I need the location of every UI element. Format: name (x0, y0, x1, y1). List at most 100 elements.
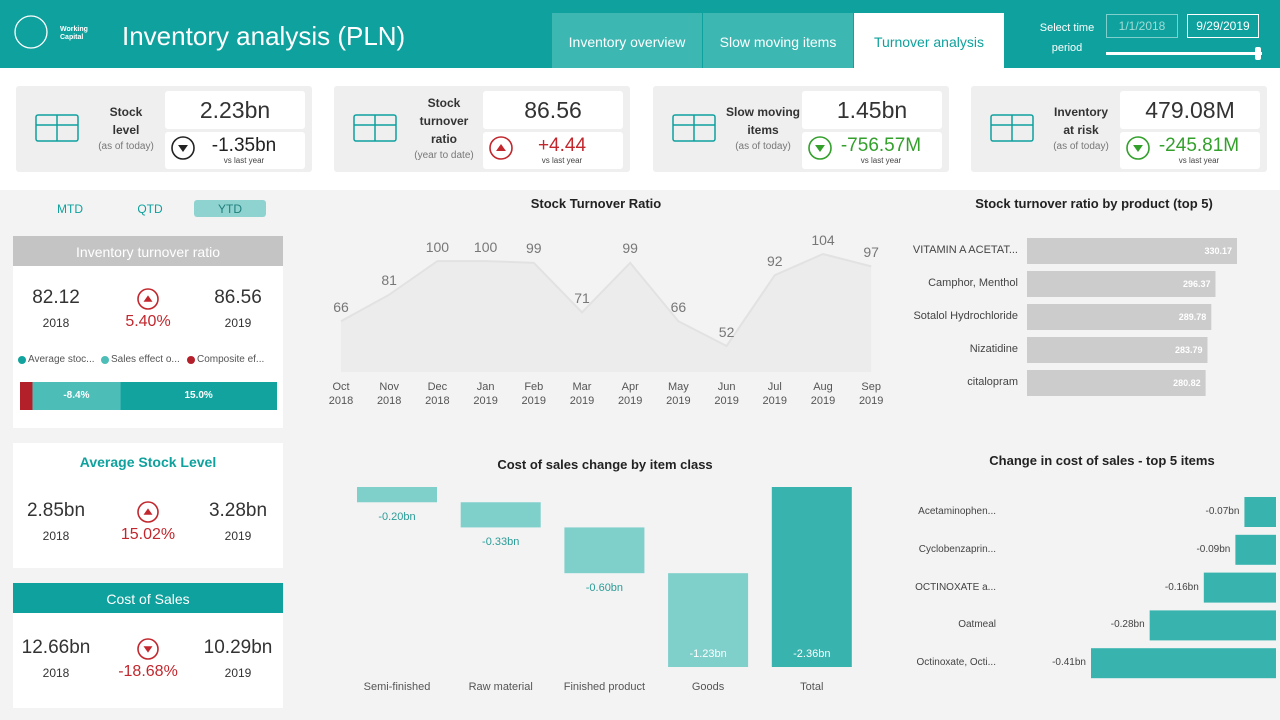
previous-value: 2.85bn (26, 499, 86, 521)
chart-title: Cost of sales change by item class (497, 457, 713, 473)
data-label: -0.28bn (1110, 619, 1145, 631)
previous-value: 12.66bn (21, 636, 91, 658)
category-label: Oatmeal (958, 619, 996, 631)
kpi-note: (as of today) (735, 141, 791, 152)
data-label: 66 (333, 298, 349, 315)
nav-tab[interactable] (703, 13, 853, 68)
current-year: 2019 (224, 665, 252, 680)
trend-arrow (815, 145, 825, 152)
data-label: 283.79 (1174, 344, 1203, 355)
category-label: Cyclobenzaprin... (918, 543, 996, 555)
panel-title: Inventory turnover ratio (76, 243, 220, 260)
nav-tab-label[interactable]: Turnover analysis (874, 33, 984, 50)
change-percent: 15.02% (120, 526, 176, 544)
bar (1244, 497, 1276, 527)
nav-tab[interactable] (552, 13, 702, 68)
chart-title: Stock Turnover Ratio (530, 196, 662, 212)
panel-title-bar (13, 236, 283, 266)
category-label: Nizatidine (969, 343, 1018, 356)
legend-label: Sales effect o... (111, 354, 180, 365)
x-tick-label: Nov 2018 (376, 381, 402, 407)
waterfall-bar (357, 487, 437, 503)
category-label: VITAMIN A ACETAT... (912, 244, 1018, 257)
current-year: 2019 (224, 315, 252, 330)
legend-dot (101, 356, 109, 364)
current-value: 86.56 (214, 286, 262, 308)
data-label: 280.82 (1173, 377, 1201, 388)
data-label: 66 (670, 298, 687, 315)
data-label: -2.36bn (793, 648, 831, 661)
bar (1027, 370, 1206, 396)
kpi-value: 1.45bn (836, 97, 908, 124)
data-label: 99 (526, 240, 542, 257)
bar (1203, 572, 1276, 603)
date-to[interactable]: 9/29/2019 (1196, 18, 1250, 33)
trend-arrow (178, 145, 188, 152)
data-label: -0.09bn (1196, 543, 1231, 555)
data-label: 97 (863, 243, 879, 260)
data-label: 100 (425, 238, 450, 255)
data-label: 92 (767, 252, 783, 269)
waterfall-bar (771, 487, 852, 667)
category-label: Octinoxate, Octi... (916, 657, 996, 669)
data-label: -0.41bn (1052, 657, 1086, 669)
previous-year: 2018 (42, 315, 70, 330)
data-label: 289.78 (1178, 311, 1207, 322)
category-label: Camphor, Menthol (928, 277, 1018, 290)
date-to-box[interactable] (1187, 14, 1259, 38)
nav-tab-label[interactable]: Inventory overview (568, 33, 686, 50)
date-from-box[interactable] (1106, 14, 1178, 38)
data-label: 330.17 (1204, 245, 1232, 256)
data-label: -0.33bn (482, 535, 520, 548)
nav-tab[interactable] (854, 13, 1004, 68)
kpi-title: Stock level (109, 105, 143, 137)
panel-title: Cost of Sales (106, 590, 190, 607)
waterfall-bar (460, 502, 541, 528)
change-percent: 5.40% (125, 313, 171, 331)
data-label: 52 (718, 323, 735, 340)
period-button[interactable]: YTD (218, 201, 242, 216)
logo-text: Working Capital (60, 26, 88, 41)
x-tick-label: Jan 2019 (473, 381, 498, 407)
area-fill (341, 254, 872, 372)
bar (1027, 271, 1216, 297)
trend-arrow (143, 646, 153, 653)
previous-value: 82.12 (32, 286, 80, 308)
previous-year: 2018 (42, 528, 70, 543)
period-button[interactable]: MTD (57, 201, 83, 216)
category-label: OCTINOXATE a... (915, 581, 996, 593)
x-tick-label: Mar 2019 (569, 381, 595, 407)
panel-title-bar (13, 583, 283, 613)
area-line (340, 252, 872, 348)
kpi-change: +4.44 (537, 134, 587, 156)
kpi-label-group: Inventory at risk (as of today) (1043, 86, 1119, 172)
nav-tab-label[interactable]: Slow moving items (719, 33, 837, 50)
date-slider-handle[interactable] (1255, 47, 1261, 60)
x-tick-label: Feb 2019 (521, 381, 547, 407)
trend-arrow (143, 508, 153, 515)
kpi-note: (as of today) (98, 141, 154, 152)
x-tick-label: Finished product (563, 681, 646, 694)
x-tick-label: Apr 2019 (617, 381, 643, 407)
kpi-label-group: Slow moving items (as of today) (725, 86, 801, 172)
data-label: -0.20bn (378, 510, 416, 523)
bar (1027, 304, 1212, 330)
bar (1027, 337, 1208, 363)
x-tick-label: Jul 2019 (762, 381, 788, 407)
legend-dot (18, 356, 26, 364)
kpi-change-note: vs last year (860, 156, 902, 166)
effect-label: -8.4% (63, 390, 90, 401)
trend-arrow (496, 144, 506, 151)
kpi-title: Stock turnover ratio (419, 96, 469, 146)
period-button-active[interactable] (194, 200, 266, 217)
date-from[interactable]: 1/1/2018 (1118, 18, 1166, 33)
kpi-change: -756.57M (840, 134, 922, 156)
x-tick-label: Oct 2018 (328, 381, 354, 407)
data-label: -1.23bn (689, 648, 727, 661)
time-label: Select time period (1039, 22, 1095, 54)
x-tick-label: May 2019 (666, 381, 691, 407)
data-label: 104 (811, 231, 835, 248)
period-button[interactable]: QTD (137, 201, 163, 216)
